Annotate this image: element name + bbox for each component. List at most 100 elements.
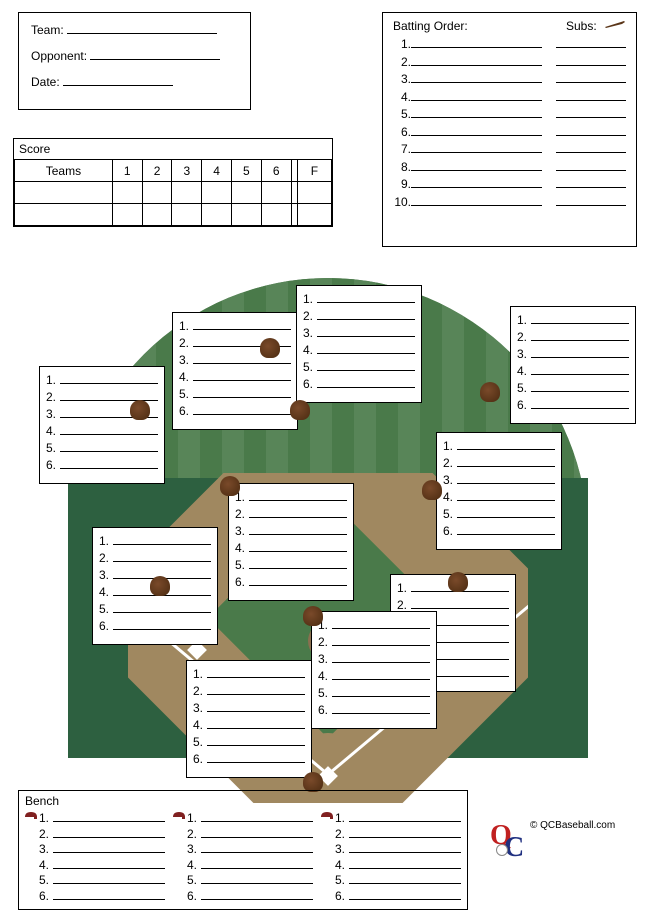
- batter-line[interactable]: [411, 100, 542, 101]
- player-line[interactable]: [113, 561, 211, 562]
- batter-line[interactable]: [411, 187, 542, 188]
- player-line[interactable]: [531, 357, 629, 358]
- position-card-center-field[interactable]: 1.2.3.4.5.6.: [296, 285, 422, 403]
- player-line[interactable]: [457, 534, 555, 535]
- bench-line[interactable]: [53, 837, 165, 838]
- bench-line[interactable]: [349, 837, 461, 838]
- player-line[interactable]: [317, 302, 415, 303]
- bench-line[interactable]: [53, 852, 165, 853]
- batting-row[interactable]: 7.: [393, 142, 626, 156]
- bench-line[interactable]: [349, 821, 461, 822]
- batting-row[interactable]: 6.: [393, 125, 626, 139]
- player-line[interactable]: [332, 713, 430, 714]
- position-card-second-base[interactable]: 1.2.3.4.5.6.: [436, 432, 562, 550]
- batter-line[interactable]: [411, 47, 542, 48]
- player-line[interactable]: [207, 745, 305, 746]
- bench-line[interactable]: [349, 852, 461, 853]
- date-input-line[interactable]: [63, 85, 173, 86]
- player-line[interactable]: [249, 534, 347, 535]
- sub-line[interactable]: [556, 100, 626, 101]
- batter-line[interactable]: [411, 117, 542, 118]
- batting-row[interactable]: 10.: [393, 195, 626, 209]
- batter-line[interactable]: [411, 65, 542, 66]
- opponent-input-line[interactable]: [90, 59, 220, 60]
- player-line[interactable]: [531, 391, 629, 392]
- player-line[interactable]: [457, 500, 555, 501]
- player-line[interactable]: [249, 551, 347, 552]
- batting-row[interactable]: 8.: [393, 160, 626, 174]
- score-row-2[interactable]: [15, 204, 332, 226]
- player-line[interactable]: [60, 383, 158, 384]
- batting-row[interactable]: 4.: [393, 90, 626, 104]
- player-line[interactable]: [457, 483, 555, 484]
- player-line[interactable]: [249, 585, 347, 586]
- batting-row[interactable]: 2.: [393, 55, 626, 69]
- sub-line[interactable]: [556, 65, 626, 66]
- bench-line[interactable]: [201, 821, 313, 822]
- position-card-right-field[interactable]: 1.2.3.4.5.6.: [510, 306, 636, 424]
- player-line[interactable]: [531, 323, 629, 324]
- player-line[interactable]: [411, 608, 509, 609]
- sub-line[interactable]: [556, 82, 626, 83]
- player-line[interactable]: [207, 762, 305, 763]
- player-line[interactable]: [207, 677, 305, 678]
- sub-line[interactable]: [556, 187, 626, 188]
- player-line[interactable]: [113, 544, 211, 545]
- bench-line[interactable]: [201, 837, 313, 838]
- position-card-catcher[interactable]: 1.2.3.4.5.6.: [186, 660, 312, 778]
- player-line[interactable]: [332, 679, 430, 680]
- batting-row[interactable]: 5.: [393, 107, 626, 121]
- player-line[interactable]: [531, 340, 629, 341]
- player-line[interactable]: [317, 319, 415, 320]
- player-line[interactable]: [193, 380, 291, 381]
- sub-line[interactable]: [556, 117, 626, 118]
- sub-line[interactable]: [556, 152, 626, 153]
- position-card-left-field[interactable]: 1.2.3.4.5.6.: [39, 366, 165, 484]
- player-line[interactable]: [193, 329, 291, 330]
- batter-line[interactable]: [411, 82, 542, 83]
- player-line[interactable]: [531, 374, 629, 375]
- player-line[interactable]: [317, 387, 415, 388]
- player-line[interactable]: [207, 711, 305, 712]
- batter-line[interactable]: [411, 170, 542, 171]
- sub-line[interactable]: [556, 135, 626, 136]
- position-card-shortstop[interactable]: 1.2.3.4.5.6.: [228, 483, 354, 601]
- player-line[interactable]: [207, 694, 305, 695]
- team-input-line[interactable]: [67, 33, 217, 34]
- player-line[interactable]: [332, 628, 430, 629]
- bench-line[interactable]: [349, 883, 461, 884]
- player-line[interactable]: [332, 645, 430, 646]
- player-line[interactable]: [113, 629, 211, 630]
- player-line[interactable]: [317, 370, 415, 371]
- bench-line[interactable]: [53, 868, 165, 869]
- batting-row[interactable]: 1.: [393, 37, 626, 51]
- player-line[interactable]: [531, 408, 629, 409]
- player-line[interactable]: [317, 336, 415, 337]
- player-line[interactable]: [249, 500, 347, 501]
- player-line[interactable]: [193, 414, 291, 415]
- player-line[interactable]: [457, 517, 555, 518]
- player-line[interactable]: [60, 468, 158, 469]
- batter-line[interactable]: [411, 205, 542, 206]
- player-line[interactable]: [457, 449, 555, 450]
- batting-row[interactable]: 9.: [393, 177, 626, 191]
- bench-line[interactable]: [201, 852, 313, 853]
- player-line[interactable]: [317, 353, 415, 354]
- player-line[interactable]: [60, 451, 158, 452]
- score-row-1[interactable]: [15, 182, 332, 204]
- player-line[interactable]: [249, 517, 347, 518]
- sub-line[interactable]: [556, 47, 626, 48]
- batter-line[interactable]: [411, 152, 542, 153]
- player-line[interactable]: [193, 363, 291, 364]
- position-card-pitcher[interactable]: 1.2.3.4.5.6.: [311, 611, 437, 729]
- player-line[interactable]: [332, 662, 430, 663]
- player-line[interactable]: [207, 728, 305, 729]
- player-line[interactable]: [457, 466, 555, 467]
- bench-line[interactable]: [53, 821, 165, 822]
- player-line[interactable]: [193, 397, 291, 398]
- player-line[interactable]: [249, 568, 347, 569]
- batting-row[interactable]: 3.: [393, 72, 626, 86]
- position-card-center-left[interactable]: 1.2.3.4.5.6.: [172, 312, 298, 430]
- player-line[interactable]: [113, 612, 211, 613]
- batter-line[interactable]: [411, 135, 542, 136]
